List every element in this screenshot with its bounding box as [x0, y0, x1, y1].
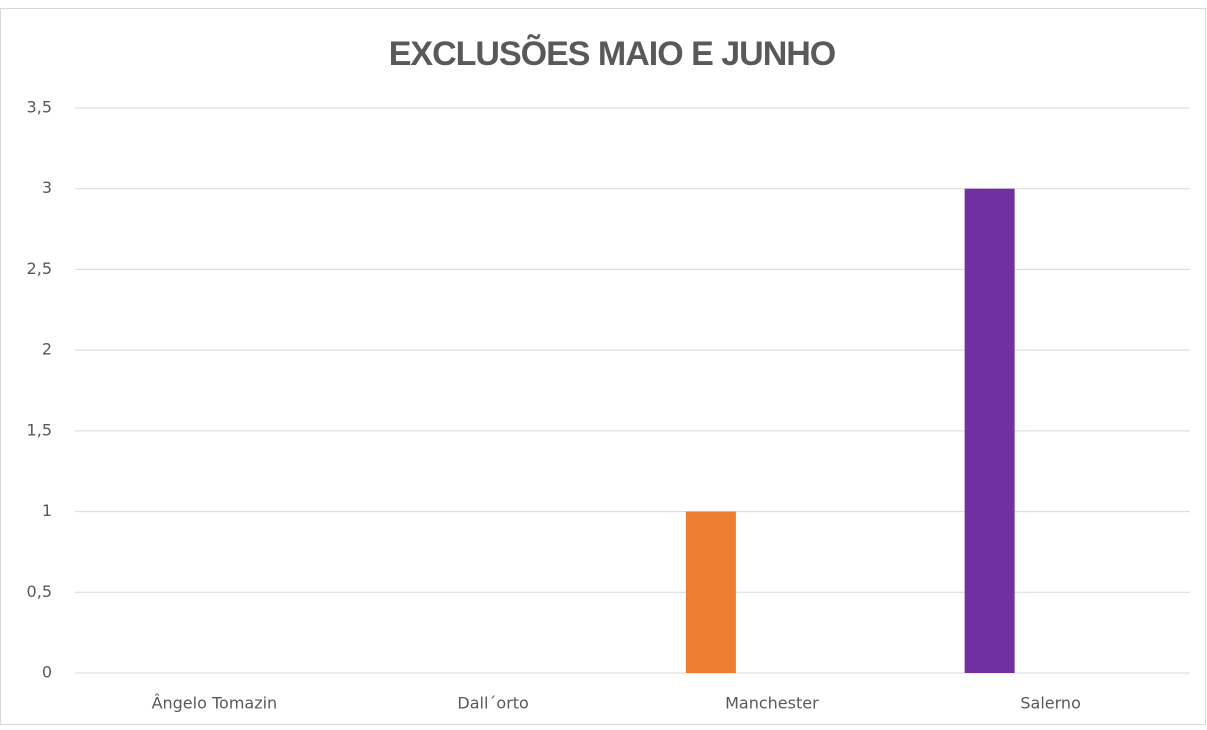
x-tick-label: Salerno	[1020, 694, 1080, 713]
y-tick-label: 2	[42, 340, 52, 359]
chart-border	[0, 8, 1206, 725]
bar	[685, 511, 736, 673]
y-tick-label: 0,5	[27, 582, 52, 601]
x-tick-label: Ângelo Tomazin	[152, 694, 278, 713]
bar	[964, 188, 1015, 673]
y-tick-label: 3	[42, 178, 52, 197]
y-tick-label: 2,5	[27, 259, 52, 278]
x-tick-label: Manchester	[725, 694, 819, 713]
y-tick-label: 0	[42, 663, 52, 682]
chart-title: EXCLUSÕES MAIO E JUNHO	[389, 35, 836, 73]
y-tick-label: 3,5	[27, 98, 52, 117]
y-tick-label: 1	[42, 501, 52, 520]
y-tick-label: 1,5	[27, 420, 52, 439]
x-tick-label: Dall´orto	[457, 694, 528, 713]
